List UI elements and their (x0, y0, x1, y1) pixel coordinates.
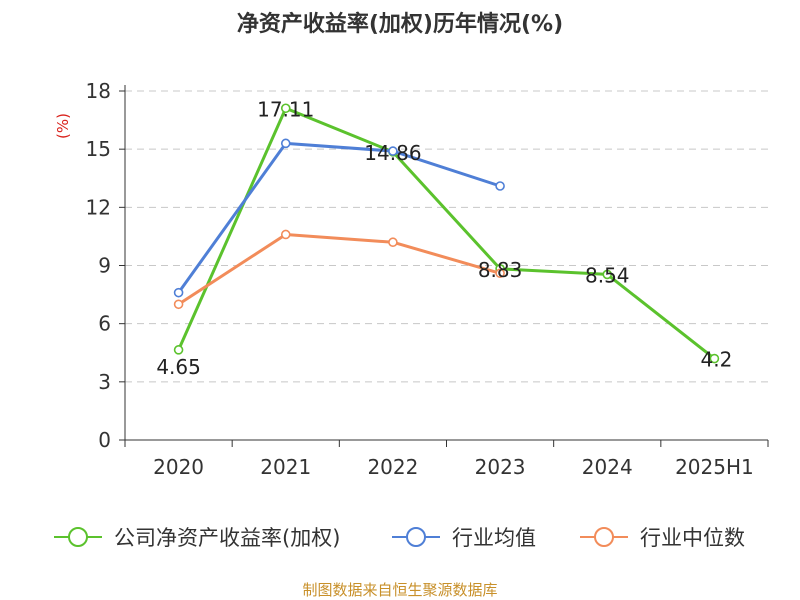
series-point-1 (495, 181, 505, 191)
x-tick-label: 2020 (153, 455, 204, 479)
y-tick-label: 6 (98, 312, 111, 336)
data-label: 14.86 (364, 141, 421, 165)
legend-marker-1 (406, 527, 426, 547)
data-label: 8.83 (478, 258, 523, 282)
data-label: 17.11 (257, 97, 314, 121)
data-label: 4.65 (156, 355, 201, 379)
series-point-1 (388, 146, 398, 156)
x-tick-label: 2023 (475, 455, 526, 479)
series-point-0 (709, 353, 720, 364)
y-tick-label: 9 (98, 254, 111, 278)
series-line-2 (177, 232, 501, 306)
series-point-1 (280, 138, 291, 149)
y-axis-label: (%) (54, 113, 72, 139)
series-point-2 (173, 299, 184, 310)
series-point-2 (495, 268, 505, 279)
x-tick-label: 2021 (260, 455, 311, 479)
series-line-0 (177, 106, 716, 360)
legend-label-0: 公司净资产收益率(加权) (114, 526, 340, 550)
y-tick-label: 3 (98, 370, 111, 394)
legend-label-2: 行业中位数 (640, 526, 745, 550)
legend-marker-0 (68, 527, 88, 547)
y-tick-label: 0 (98, 428, 111, 452)
y-tick-label: 18 (86, 79, 111, 103)
series-point-0 (602, 269, 613, 280)
series-point-2 (280, 229, 291, 240)
series-line-1 (177, 141, 501, 294)
series-point-0 (173, 345, 184, 355)
x-tick-label: 2022 (367, 455, 418, 479)
data-label: 4.2 (701, 348, 733, 372)
x-tick-label: 2025H1 (675, 455, 754, 479)
y-tick-label: 15 (86, 137, 111, 161)
series-point-2 (388, 237, 398, 248)
series-point-1 (173, 287, 184, 298)
footer-credit: 制图数据来自恒生聚源数据库 (302, 581, 498, 599)
x-tick-label: 2024 (582, 455, 633, 479)
series-point-0 (280, 103, 291, 114)
y-tick-label: 12 (86, 195, 111, 219)
legend-label-1: 行业均值 (452, 526, 536, 550)
chart-title: 净资产收益率(加权)历年情况(%) (236, 12, 564, 37)
legend-marker-2 (594, 527, 614, 547)
data-label: 8.54 (585, 263, 630, 287)
